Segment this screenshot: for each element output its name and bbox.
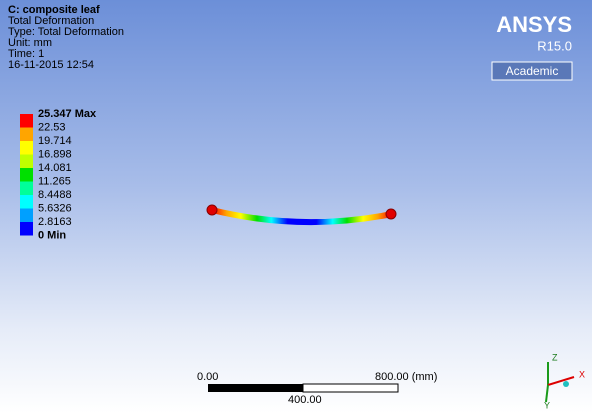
logo-release: R15.0 xyxy=(537,38,572,53)
logo-name: ANSYS xyxy=(496,12,572,37)
scale-start: 0.00 xyxy=(197,371,218,383)
viewport: C: composite leaf Total DeformationType:… xyxy=(0,0,592,413)
legend-swatch xyxy=(20,195,33,209)
legend-swatch xyxy=(20,114,33,128)
legend-swatch xyxy=(20,222,33,236)
logo-edition: Academic xyxy=(506,64,559,78)
legend-swatch xyxy=(20,209,33,223)
legend-label: 0 Min xyxy=(38,229,66,241)
legend-label: 22.53 xyxy=(38,121,66,133)
scene: C: composite leaf Total DeformationType:… xyxy=(0,0,592,413)
legend-swatch xyxy=(20,168,33,182)
legend-label: 2.8163 xyxy=(38,216,72,228)
legend-swatch xyxy=(20,128,33,142)
scale-middle: 400.00 xyxy=(288,394,322,406)
legend-label: 11.265 xyxy=(38,175,71,187)
legend-label: 19.714 xyxy=(38,135,72,147)
scale-end: 800.00 (mm) xyxy=(375,371,437,383)
legend-swatch xyxy=(20,182,33,196)
legend-swatch xyxy=(20,155,33,169)
triad-y-label: Y xyxy=(544,400,550,410)
legend-label: 25.347 Max xyxy=(38,108,97,120)
beam xyxy=(212,210,392,222)
legend-swatch xyxy=(20,141,33,155)
scale-bar-black xyxy=(208,384,303,392)
triad-x xyxy=(548,377,574,385)
beam-end xyxy=(207,205,217,215)
header-line: 16-11-2015 12:54 xyxy=(8,59,94,71)
triad-ball xyxy=(563,381,569,387)
legend-label: 14.081 xyxy=(38,162,72,174)
beam-end xyxy=(386,209,396,219)
scale-bar-white xyxy=(303,384,398,392)
legend-label: 8.4488 xyxy=(38,189,72,201)
triad-x-label: X xyxy=(579,369,585,379)
legend-label: 16.898 xyxy=(38,148,72,160)
legend-label: 5.6326 xyxy=(38,202,72,214)
triad-z-label: Z xyxy=(552,352,558,362)
